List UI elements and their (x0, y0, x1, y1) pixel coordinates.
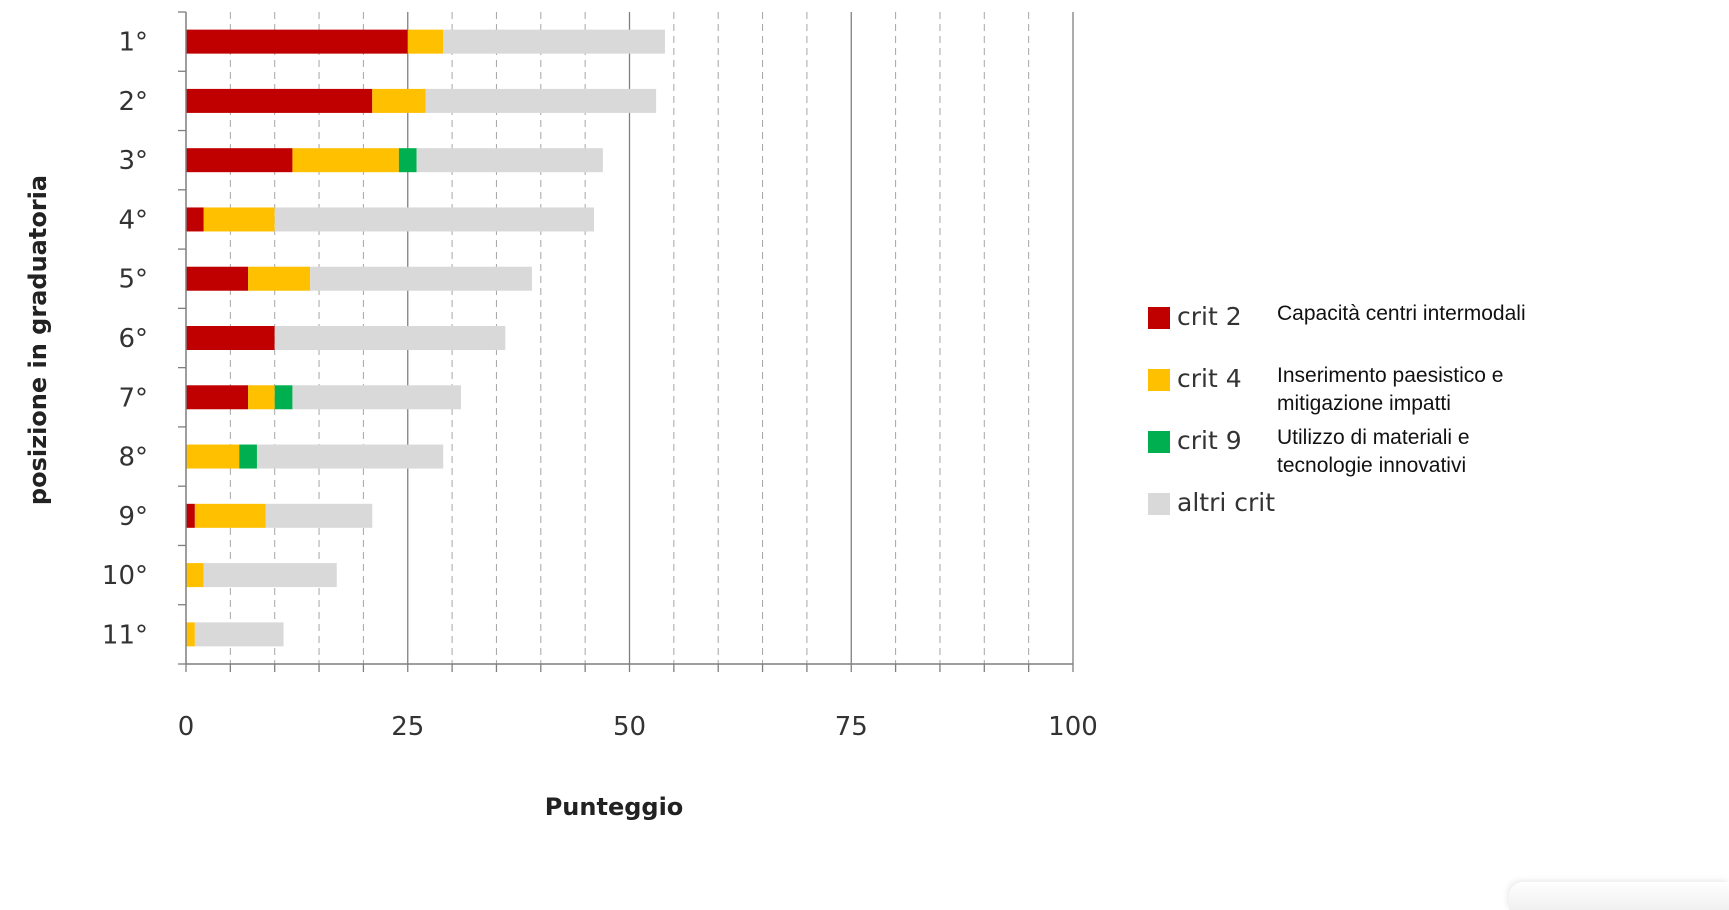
bar-segment-crit-4-9 (194, 503, 266, 528)
y-tick-label: 2° (118, 87, 148, 117)
y-tick-label: 5° (118, 265, 148, 295)
x-tick-label: 50 (613, 712, 646, 742)
bar-segment-altri-crit-5 (310, 266, 532, 291)
bar-segment-crit-2-5 (186, 266, 249, 291)
bar-segment-altri-crit-4 (274, 207, 595, 232)
bar-segment-crit-4-3 (292, 148, 399, 173)
y-tick-label: 4° (118, 205, 148, 235)
x-tick-label: 0 (178, 712, 195, 742)
legend-item: altri crit (1148, 486, 1567, 526)
x-axis-title: Punteggio (545, 793, 684, 821)
bar-segment-crit-4-7 (248, 385, 275, 410)
y-tick-label: 6° (118, 324, 148, 354)
y-tick-label: 8° (118, 443, 148, 473)
x-tick-label: 25 (391, 712, 424, 742)
bar-segment-crit-4-4 (203, 207, 275, 232)
bar-segment-crit-2-2 (186, 88, 373, 113)
bar-segment-crit-9-3 (398, 148, 417, 173)
bar-segment-crit-4-1 (407, 29, 444, 54)
y-tick-label: 7° (118, 383, 148, 413)
legend-series-description: Capacità centri intermodali (1277, 302, 1526, 325)
bar-segment-crit-9-8 (239, 444, 257, 469)
bar-segment-altri-crit-10 (203, 563, 337, 588)
legend-item: crit 2 Capacità centri intermodali (1148, 300, 1567, 362)
bar-segment-crit-2-3 (186, 148, 293, 173)
legend-swatch (1148, 369, 1170, 391)
tick-labels: 1° 2° 3° 4° 5° 6° 7° 8° 9° 10° 11° 0 25 50 75 100 (102, 28, 1098, 742)
bar-segment-crit-2-6 (186, 326, 275, 350)
bar-segment-crit-4-2 (372, 88, 426, 113)
y-axis-title: posizione in graduatoria (24, 175, 52, 505)
legend-item: crit 4 Inserimento paesistico e mitigazio… (1148, 362, 1567, 424)
bar-segment-altri-crit-7 (292, 385, 461, 410)
bar-segment-altri-crit-2 (425, 88, 657, 113)
bar-segment-crit-2-4 (186, 207, 204, 232)
y-tick-label: 9° (118, 502, 148, 532)
legend-swatch (1148, 307, 1170, 329)
legend-series-description: Utilizzo di materiali e tecnologie innov… (1277, 426, 1470, 477)
legend-series-name: crit 4 (1177, 364, 1242, 393)
bar-segment-crit-2-9 (186, 503, 195, 528)
bar-segment-altri-crit-1 (443, 29, 665, 54)
legend-series-name: altri crit (1177, 488, 1276, 517)
bar-segment-altri-crit-3 (416, 148, 603, 173)
legend-series-description: Inserimento paesistico e mitigazione imp… (1277, 364, 1504, 415)
x-tick-label: 100 (1048, 712, 1098, 742)
y-tick-label: 11° (102, 620, 148, 650)
bar-segment-crit-9-7 (274, 385, 293, 410)
bar-segment-altri-crit-11 (194, 622, 284, 647)
legend-series-name: crit 2 (1177, 302, 1242, 331)
corner-shadow (1509, 882, 1729, 910)
legend-swatch (1148, 431, 1170, 453)
legend-swatch (1148, 493, 1170, 515)
bar-segment-crit-4-11 (186, 622, 195, 647)
bar-segment-altri-crit-6 (274, 326, 506, 350)
x-tick-label: 75 (835, 712, 868, 742)
axes (178, 11, 1074, 672)
y-tick-label: 3° (118, 146, 148, 176)
bar-segment-crit-4-10 (186, 563, 204, 588)
bar-segment-crit-4-8 (186, 444, 240, 469)
y-tick-label: 10° (102, 561, 148, 591)
bar-segment-crit-2-1 (186, 29, 408, 54)
legend-series-name: crit 9 (1177, 426, 1242, 455)
bar-segment-crit-4-5 (248, 266, 311, 291)
y-tick-label: 1° (118, 28, 148, 58)
legend-item: crit 9 Utilizzo di materiali e tecnologie… (1148, 424, 1567, 486)
bar-segment-altri-crit-9 (265, 503, 373, 528)
legend: crit 2 Capacità centri intermodali crit 4 I… (1148, 300, 1567, 526)
bar-segment-crit-2-7 (186, 385, 249, 410)
bars (186, 29, 665, 647)
bar-segment-altri-crit-8 (256, 444, 444, 469)
